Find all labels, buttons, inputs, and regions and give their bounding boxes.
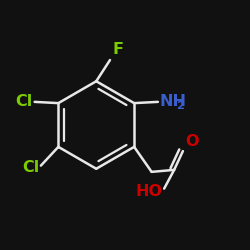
Text: HO: HO — [136, 184, 163, 198]
Text: O: O — [186, 134, 199, 148]
Text: F: F — [112, 42, 124, 58]
Text: Cl: Cl — [15, 94, 32, 110]
Text: NH: NH — [159, 94, 186, 109]
Text: Cl: Cl — [22, 160, 40, 175]
Text: 2: 2 — [176, 102, 184, 112]
